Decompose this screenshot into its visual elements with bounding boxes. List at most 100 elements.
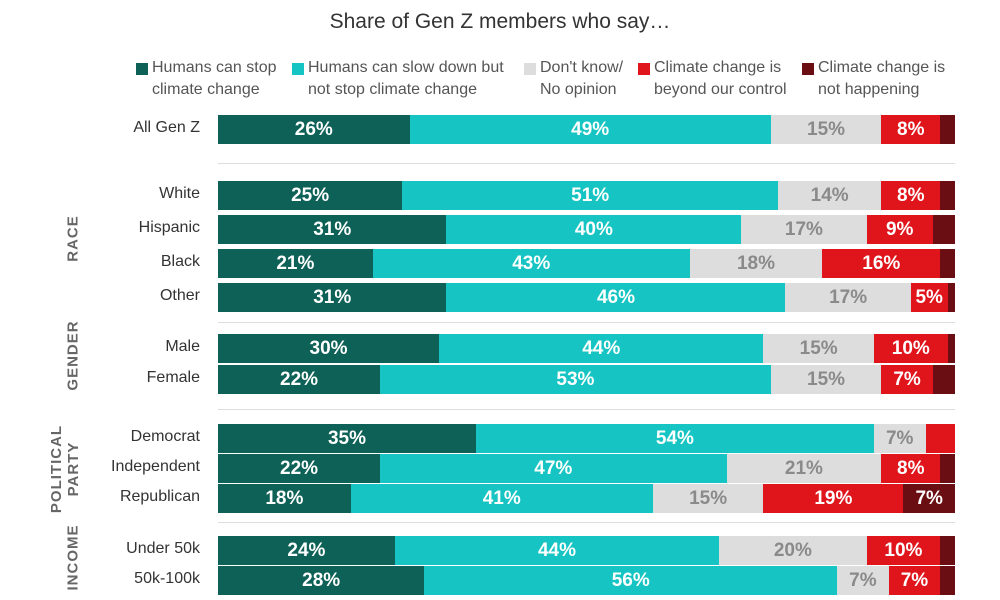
bar-segment <box>218 566 425 595</box>
group-divider <box>218 522 955 523</box>
bar-value-label: 46% <box>596 287 635 308</box>
bar-value-label: 20% <box>773 540 812 561</box>
bar-value-label: 10% <box>884 540 923 561</box>
bar-value-label: 31% <box>313 287 352 308</box>
bar-segment <box>940 115 956 144</box>
legend-swatch <box>638 63 650 75</box>
bar-value-label: 19% <box>814 488 853 509</box>
bar-segment <box>402 181 779 210</box>
bar-segment <box>873 334 949 363</box>
bar-segment <box>380 365 772 394</box>
bar-value-label: 21% <box>276 253 315 274</box>
bar-segment <box>822 249 941 278</box>
bar-segment <box>881 115 941 144</box>
bar-segment <box>218 484 352 513</box>
group-divider <box>218 322 955 323</box>
bar-value-label: 43% <box>512 253 551 274</box>
row-label: Independent <box>111 458 200 475</box>
bar-value-label: 18% <box>736 253 776 274</box>
bar-segment <box>652 484 764 513</box>
bar-value-label: 8% <box>897 458 925 479</box>
row-label: Female <box>146 369 200 386</box>
bar-value-label: 26% <box>294 119 333 140</box>
bar-value-label: 10% <box>891 338 930 359</box>
bar-segment <box>741 215 868 244</box>
bar-segment <box>475 424 875 453</box>
row-label: Hispanic <box>138 219 200 236</box>
row-label: Democrat <box>130 428 200 445</box>
bar-value-label: 22% <box>280 458 319 479</box>
bar-segment <box>218 283 447 312</box>
bar-value-label: 7% <box>893 369 921 390</box>
bar-value-label: 7% <box>900 570 929 591</box>
bar-segment <box>940 454 956 483</box>
bar-value-label: 41% <box>482 488 521 509</box>
bar-segment <box>785 283 912 312</box>
bar-value-label: 28% <box>302 570 341 591</box>
bar-value-label: 35% <box>327 428 366 449</box>
row-label: White <box>159 185 200 202</box>
bar-value-label: 15% <box>799 338 838 359</box>
bar-value-label: 15% <box>689 488 728 509</box>
bar-segment <box>218 215 447 244</box>
bar-segment <box>778 181 882 210</box>
bar-value-label: 56% <box>611 570 650 591</box>
bar-segment <box>218 365 381 394</box>
bar-value-label: 30% <box>309 338 348 359</box>
bar-value-label: 22% <box>280 369 319 390</box>
bar-value-label: 16% <box>862 253 901 274</box>
bar-segment <box>881 181 941 210</box>
bar-value-label: 25% <box>291 185 330 206</box>
bar-value-label: 8% <box>897 185 925 206</box>
bar-segment <box>947 283 956 312</box>
group-label: RACE <box>64 214 82 262</box>
legend-label: Climate change is not happening <box>818 59 946 98</box>
bar-value-label: 15% <box>807 369 846 390</box>
bar-segment <box>866 536 941 565</box>
bar-segment <box>394 536 720 565</box>
bar-segment <box>903 484 956 513</box>
bar-value-label: 18% <box>265 488 304 509</box>
bar-segment <box>380 454 727 483</box>
bar-value-label: 54% <box>655 428 694 449</box>
bar-segment <box>940 566 956 595</box>
bar-segment <box>424 566 838 595</box>
bar-segment <box>218 454 381 483</box>
bar-segment <box>446 283 786 312</box>
legend-label: Humans can slow down but not stop climat… <box>308 59 504 98</box>
bar-value-label: 14% <box>810 185 849 206</box>
bar-segment <box>925 424 956 453</box>
bar-value-label: 7% <box>915 488 943 509</box>
row-label: Republican <box>119 488 200 505</box>
bar-value-label: 8% <box>897 119 925 140</box>
bar-value-label: 51% <box>571 185 610 206</box>
bar-segment <box>218 249 374 278</box>
bar-segment <box>940 181 956 210</box>
bar-value-label: 44% <box>582 338 621 359</box>
group-label: INCOME <box>64 524 82 590</box>
bar-segment <box>218 115 411 144</box>
bar-value-label: 24% <box>287 540 326 561</box>
bar-value-label: 53% <box>556 369 595 390</box>
bar-segment <box>932 215 956 244</box>
bar-segment <box>770 115 882 144</box>
legend-swatch <box>802 63 814 75</box>
bar-segment <box>726 454 882 483</box>
bar-segment <box>218 424 477 453</box>
bar-segment <box>409 115 772 144</box>
bar-segment <box>763 334 875 363</box>
bar-segment <box>837 566 890 595</box>
chart-title: Share of Gen Z members who say… <box>329 10 671 33</box>
bar-value-label: 21% <box>784 458 823 479</box>
bar-value-label: 44% <box>537 540 577 561</box>
row-label: Other <box>159 287 200 304</box>
group-divider <box>218 163 955 164</box>
bar-value-label: 31% <box>313 219 352 240</box>
bar-segment <box>439 334 764 363</box>
bar-segment <box>881 365 934 394</box>
legend-swatch <box>524 63 536 75</box>
bar-value-label: 17% <box>784 219 823 240</box>
legend-swatch <box>292 63 304 75</box>
bar-value-label: 9% <box>885 219 914 240</box>
